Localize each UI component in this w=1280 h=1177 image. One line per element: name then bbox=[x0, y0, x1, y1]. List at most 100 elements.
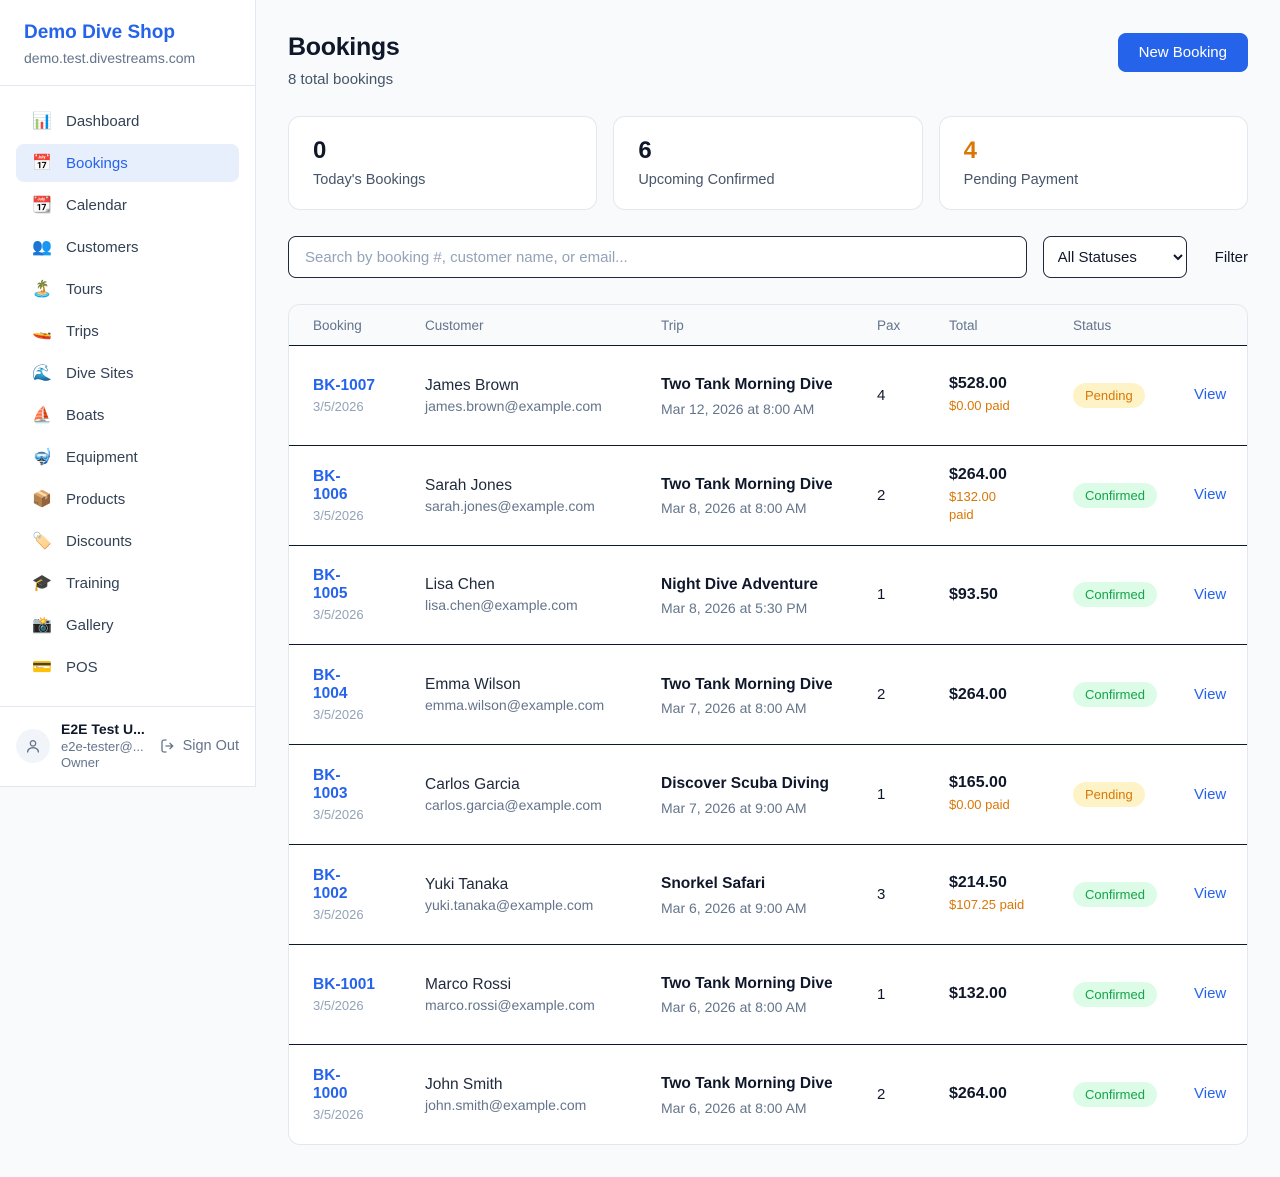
view-link[interactable]: View bbox=[1194, 386, 1227, 404]
customer-cell: John Smith john.smith@example.com bbox=[425, 1062, 661, 1127]
booking-number-link[interactable]: BK- 1004 bbox=[313, 667, 348, 703]
pos-icon: 💳 bbox=[32, 659, 52, 676]
customer-email: carlos.garcia@example.com bbox=[425, 797, 602, 814]
booking-cell: BK-1001 3/5/2026 bbox=[313, 962, 425, 1027]
gallery-icon: 📸 bbox=[32, 617, 52, 634]
booking-number-link[interactable]: BK- 1005 bbox=[313, 567, 348, 603]
sidebar-item-boats[interactable]: ⛵ Boats bbox=[16, 396, 239, 434]
sign-out-button[interactable]: Sign Out bbox=[160, 738, 239, 754]
customer-email: yuki.tanaka@example.com bbox=[425, 896, 594, 913]
trip-name: Two Tank Morning Dive bbox=[661, 1075, 833, 1093]
customer-name: Carlos Garcia bbox=[425, 776, 520, 794]
pax-cell: 2 bbox=[877, 686, 886, 704]
trip-cell: Two Tank Morning Dive Mar 8, 2026 at 8:0… bbox=[661, 460, 877, 530]
sidebar-item-dive-sites[interactable]: 🌊 Dive Sites bbox=[16, 354, 239, 392]
view-link[interactable]: View bbox=[1194, 585, 1227, 603]
total-amount: $264.00 bbox=[949, 466, 1007, 483]
stat-label: Upcoming Confirmed bbox=[638, 172, 775, 188]
customer-email: marco.rossi@example.com bbox=[425, 996, 595, 1013]
total-amount: $214.50 bbox=[949, 874, 1007, 892]
sidebar-item-trips[interactable]: 🚤 Trips bbox=[16, 312, 239, 350]
view-link[interactable]: View bbox=[1194, 785, 1227, 803]
sidebar-item-customers[interactable]: 👥 Customers bbox=[16, 228, 239, 266]
discounts-icon: 🏷️ bbox=[32, 533, 52, 550]
booking-number-link[interactable]: BK-1001 bbox=[313, 975, 376, 993]
trip-name: Snorkel Safari bbox=[661, 875, 766, 893]
sidebar-item-discounts[interactable]: 🏷️ Discounts bbox=[16, 522, 239, 560]
sidebar-item-pos[interactable]: 💳 POS bbox=[16, 648, 239, 686]
trip-cell: Night Dive Adventure Mar 8, 2026 at 5:30… bbox=[661, 560, 877, 630]
sidebar-item-label: Customers bbox=[66, 238, 139, 256]
customer-cell: Carlos Garcia carlos.garcia@example.com bbox=[425, 762, 661, 827]
table-body: BK-1007 3/5/2026 James Brown james.brown… bbox=[289, 346, 1247, 1144]
paid-amount: $107.25 paid bbox=[949, 897, 1025, 913]
view-link[interactable]: View bbox=[1194, 1085, 1227, 1103]
pax-cell: 3 bbox=[877, 885, 886, 903]
shop-domain: demo.test.divestreams.com bbox=[24, 50, 196, 66]
table-row: BK- 1000 3/5/2026 John Smith john.smith@e… bbox=[289, 1045, 1247, 1145]
sidebar-user-section: E2E Test U... e2e-tester@... Owner Sign … bbox=[0, 706, 255, 786]
sidebar-item-label: Trips bbox=[66, 322, 99, 340]
sidebar-item-training[interactable]: 🎓 Training bbox=[16, 564, 239, 602]
status-badge: Confirmed bbox=[1073, 881, 1157, 907]
new-booking-button[interactable]: New Booking bbox=[1117, 33, 1248, 72]
customers-icon: 👥 bbox=[32, 239, 52, 256]
sidebar-item-gallery[interactable]: 📸 Gallery bbox=[16, 606, 239, 644]
customer-name: Marco Rossi bbox=[425, 975, 512, 993]
status-badge: Confirmed bbox=[1073, 682, 1157, 708]
stat-value: 4 bbox=[963, 137, 978, 164]
sidebar-item-calendar[interactable]: 📆 Calendar bbox=[16, 186, 239, 224]
booking-number-link[interactable]: BK- 1006 bbox=[313, 467, 348, 503]
status-cell: Confirmed bbox=[1073, 568, 1194, 621]
sidebar-item-products[interactable]: 📦 Products bbox=[16, 480, 239, 518]
sidebar-item-bookings[interactable]: 📅 Bookings bbox=[16, 144, 239, 182]
search-input[interactable] bbox=[288, 236, 1027, 278]
products-icon: 📦 bbox=[32, 491, 52, 508]
view-link[interactable]: View bbox=[1194, 985, 1227, 1003]
status-cell: Confirmed bbox=[1073, 1068, 1194, 1121]
table-row: BK- 1002 3/5/2026 Yuki Tanaka yuki.tanaka… bbox=[289, 845, 1247, 945]
pax-cell: 4 bbox=[877, 386, 886, 404]
booking-number-link[interactable]: BK- 1000 bbox=[313, 1066, 348, 1102]
sidebar-item-equipment[interactable]: 🤿 Equipment bbox=[16, 438, 239, 476]
actions-cell: View bbox=[1194, 572, 1236, 618]
trip-cell: Two Tank Morning Dive Mar 6, 2026 at 8:0… bbox=[661, 959, 877, 1029]
pax-cell: 2 bbox=[877, 486, 886, 504]
trip-datetime: Mar 8, 2026 at 5:30 PM bbox=[661, 600, 808, 617]
customer-email: emma.wilson@example.com bbox=[425, 697, 605, 714]
status-badge: Pending bbox=[1073, 782, 1145, 808]
filter-button[interactable]: Filter bbox=[1214, 248, 1248, 266]
status-filter-select[interactable]: All Statuses bbox=[1042, 236, 1187, 278]
sidebar-item-label: Tours bbox=[66, 280, 103, 298]
page-title-block: Bookings 8 total bookings bbox=[288, 33, 400, 88]
trip-cell: Two Tank Morning Dive Mar 6, 2026 at 8:0… bbox=[661, 1059, 877, 1129]
view-link[interactable]: View bbox=[1194, 486, 1227, 504]
total-cell: $165.00 $0.00 paid bbox=[949, 760, 1073, 828]
status-cell: Confirmed bbox=[1073, 469, 1194, 522]
sidebar: Demo Dive Shop demo.test.divestreams.com… bbox=[0, 0, 256, 787]
dive-sites-icon: 🌊 bbox=[32, 365, 52, 382]
trip-name: Two Tank Morning Dive bbox=[661, 376, 833, 394]
customer-cell: Sarah Jones sarah.jones@example.com bbox=[425, 463, 661, 528]
booking-number-link[interactable]: BK- 1003 bbox=[313, 767, 348, 803]
paid-amount: $132.00 paid bbox=[949, 489, 996, 523]
total-cell: $132.00 bbox=[949, 971, 1073, 1017]
view-link[interactable]: View bbox=[1194, 885, 1227, 903]
booking-number-link[interactable]: BK- 1002 bbox=[313, 866, 348, 902]
booking-number-link[interactable]: BK-1007 bbox=[313, 376, 376, 394]
stat-value: 0 bbox=[313, 137, 327, 164]
sidebar-item-dashboard[interactable]: 📊 Dashboard bbox=[16, 102, 239, 140]
sidebar-nav: 📊 Dashboard 📅 Bookings 📆 Calendar 👥 Cust… bbox=[0, 86, 255, 706]
sidebar-item-tours[interactable]: 🏝️ Tours bbox=[16, 270, 239, 308]
actions-cell: View bbox=[1194, 672, 1236, 718]
status-badge: Confirmed bbox=[1073, 482, 1157, 508]
main-content: Bookings 8 total bookings New Booking 0 … bbox=[256, 0, 1280, 1177]
dashboard-icon: 📊 bbox=[32, 113, 52, 130]
booking-date: 3/5/2026 bbox=[313, 607, 364, 623]
sidebar-item-label: Gallery bbox=[66, 616, 114, 634]
customer-email: john.smith@example.com bbox=[425, 1096, 587, 1113]
status-cell: Confirmed bbox=[1073, 668, 1194, 721]
total-cell: $528.00 $0.00 paid bbox=[949, 361, 1073, 429]
column-header-trip: Trip bbox=[661, 317, 684, 333]
view-link[interactable]: View bbox=[1194, 685, 1227, 703]
